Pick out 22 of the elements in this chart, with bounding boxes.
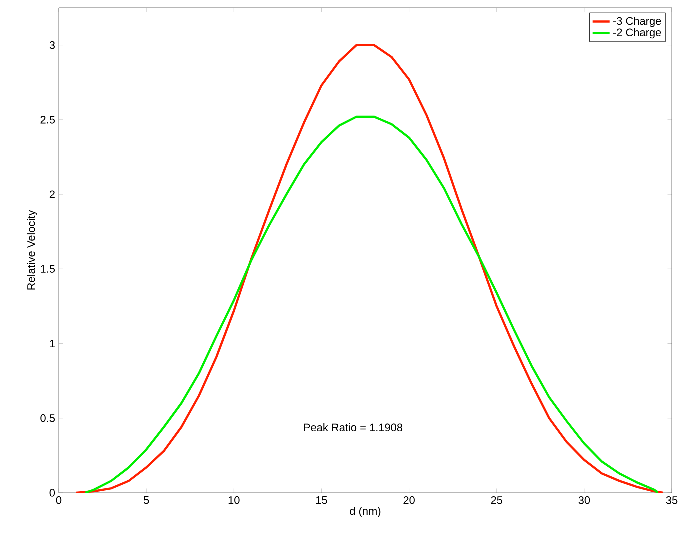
annotation: Peak Ratio = 1.1908 xyxy=(304,424,403,432)
x-tick-label: 5 xyxy=(144,496,150,504)
x-axis-title: d (nm) xyxy=(350,507,381,518)
line-series xyxy=(75,44,664,493)
x-tick-label: 0 xyxy=(56,496,62,504)
y-tick-label: 2 xyxy=(50,190,55,198)
y-tick-label: 0 xyxy=(50,489,56,497)
x-tick-label: 25 xyxy=(491,496,502,504)
legend-label: -2 Charge xyxy=(613,28,662,39)
y-tick-label: 1 xyxy=(50,340,55,348)
y-tick-label: 2.5 xyxy=(40,116,56,124)
x-tick-label: 20 xyxy=(404,496,415,504)
line-series xyxy=(84,116,660,493)
y-tick-label: 0.5 xyxy=(40,414,56,422)
y-tick-label: 3 xyxy=(50,41,55,50)
x-tick-label: 10 xyxy=(228,496,240,504)
x-tick-label: 30 xyxy=(578,496,590,504)
legend-label: -3 Charge xyxy=(613,17,662,28)
x-tick-label: 15 xyxy=(316,496,328,504)
y-axis-title: Relative Velocity xyxy=(27,210,38,290)
y-tick-label: 1.5 xyxy=(41,265,56,273)
x-tick-label: 35 xyxy=(666,496,678,504)
